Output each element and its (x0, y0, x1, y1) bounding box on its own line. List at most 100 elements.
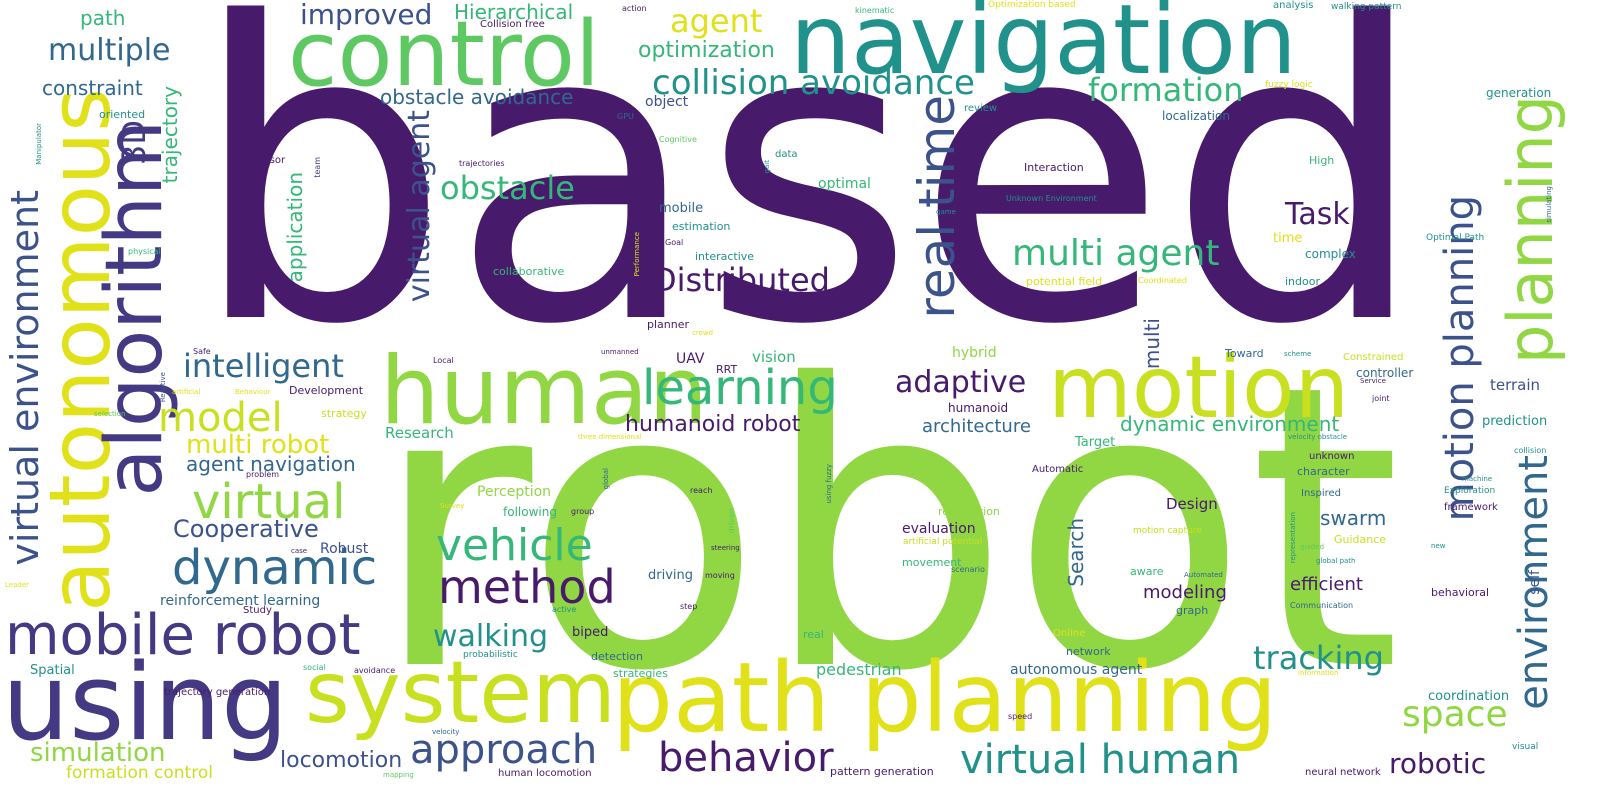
word-humanoid-robot: humanoid robot (625, 412, 801, 437)
word-learning: learning (642, 360, 838, 416)
word-action: action (622, 4, 647, 13)
word-automatic: Automatic (1032, 464, 1084, 475)
word-multi: multi (1140, 318, 1164, 370)
word-global-path: global path (1316, 557, 1356, 565)
word-machine: machine (1462, 475, 1493, 483)
word-dynamic: dynamic (172, 540, 378, 596)
word-review: review (964, 103, 998, 114)
word-method: method (438, 560, 616, 614)
word-using: using (2, 641, 289, 764)
word-collaborative: collaborative (493, 265, 565, 278)
word-velocity: velocity (432, 728, 460, 736)
word-fuzzy-logic: fuzzy logic (1265, 80, 1313, 90)
word-reinforcement-learning: reinforcement learning (160, 593, 321, 609)
word-3d: 3D (115, 120, 153, 165)
word-hybrid: hybrid (952, 345, 997, 361)
word-heterogeneous: heterogeneous (757, 292, 810, 300)
word-formation: formation (1088, 71, 1244, 109)
word-trajectories: trajectories (459, 159, 505, 168)
word-robotic: robotic (1389, 747, 1487, 780)
word-mobile-robot: mobile robot (5, 603, 361, 668)
word-virtual-agent: virtual agent (402, 110, 437, 303)
word-obstacle-avoidance: obstacle avoidance (380, 85, 574, 109)
word-architecture: architecture (922, 416, 1031, 437)
word-navigation: navigation (790, 0, 1297, 96)
word-gait: gait (763, 160, 771, 174)
word-steering: steering (711, 544, 740, 552)
word-local: Local (433, 356, 454, 365)
word-coordination: coordination (1428, 689, 1510, 704)
word-locomotion: locomotion (280, 748, 403, 773)
word-moving: moving (705, 571, 735, 580)
word-team: team (313, 157, 322, 178)
word-following: following (503, 505, 557, 519)
word-manipulator: Manipulator (35, 123, 43, 165)
word-rrt: RRT (716, 363, 738, 376)
word-aware: aware (1130, 565, 1164, 578)
word-goal: Goal (665, 238, 684, 247)
word-adaptive: adaptive (895, 365, 1027, 400)
word-indoor: indoor (1285, 275, 1320, 288)
word-leader: Leader (5, 581, 30, 589)
word-movement: movement (902, 556, 962, 569)
word-swarm: swarm (1320, 506, 1387, 530)
word-physical: physical (128, 247, 161, 256)
word-pattern-generation: pattern generation (830, 765, 934, 778)
word-collision: collision (1514, 446, 1547, 455)
word-driving: driving (648, 568, 694, 583)
word-localization: localization (1162, 109, 1230, 123)
word-unknown: unknown (1309, 451, 1355, 462)
word-reactive: Reactive (159, 372, 167, 403)
word-virtual-human: virtual human (960, 737, 1241, 783)
word-prediction: prediction (1482, 414, 1548, 429)
word-task: Task (1285, 197, 1350, 232)
word-evaluation: evaluation (902, 521, 976, 537)
word-tracking: tracking (1253, 639, 1384, 677)
word-new: new (1431, 542, 1446, 550)
word-reach: reach (690, 486, 713, 495)
word-interactive: interactive (695, 250, 755, 263)
word-multi-robot: multi robot (186, 430, 330, 460)
word-social: social (303, 663, 326, 672)
word-inspired: Inspired (1301, 488, 1342, 499)
word-spatial: Spatial (30, 663, 75, 678)
word-artificial: artificial (172, 388, 201, 396)
word-character: character (1297, 465, 1350, 478)
word-optimal-path: Optimal Path (1426, 233, 1485, 243)
word-unknown-environment: Unknown Environment (1006, 194, 1097, 203)
word-joint: joint (1372, 394, 1390, 403)
word-velocity-obstacle: velocity obstacle (1288, 433, 1348, 441)
word-controller: controller (1356, 366, 1414, 380)
word-planner: planner (647, 318, 690, 331)
word-cognitive: Cognitive (659, 135, 697, 144)
word-real-time: real time (908, 95, 966, 319)
word-artificial-potential: artificial potential (903, 537, 983, 547)
word-model: model (158, 395, 283, 441)
word-humanoid: humanoid (948, 401, 1009, 415)
word-step: step (680, 602, 698, 611)
word-oriented: oriented (99, 108, 146, 121)
word-trajectory-generation: trajectory generation (164, 687, 271, 698)
word-analysis: analysis (1273, 0, 1314, 11)
word-constraint: constraint (42, 76, 143, 100)
word-graph: graph (1176, 604, 1209, 617)
word-high: High (1309, 154, 1335, 167)
word-collision-avoidance: collision avoidance (652, 63, 975, 103)
word-vehicle: vehicle (436, 520, 593, 571)
word-virtual: virtual (192, 474, 346, 530)
word-collision-free: Collision free (480, 19, 545, 30)
word-terrain: terrain (1490, 376, 1541, 394)
word-time: time (1273, 231, 1303, 246)
word-constrained: Constrained (1343, 352, 1404, 363)
word-communication: Communication (1290, 601, 1354, 610)
word-interaction: Interaction (1024, 161, 1084, 174)
word-map: map (249, 96, 258, 114)
word-framework: framework (1444, 502, 1498, 513)
word-path: path (80, 6, 126, 30)
word-case: case (291, 547, 308, 555)
word-driven: driven (727, 508, 736, 534)
word-simulation: simulation (30, 738, 166, 768)
word-strategy: strategy (321, 407, 367, 420)
word-detection: detection (591, 650, 643, 663)
word-approach: approach (410, 727, 598, 773)
